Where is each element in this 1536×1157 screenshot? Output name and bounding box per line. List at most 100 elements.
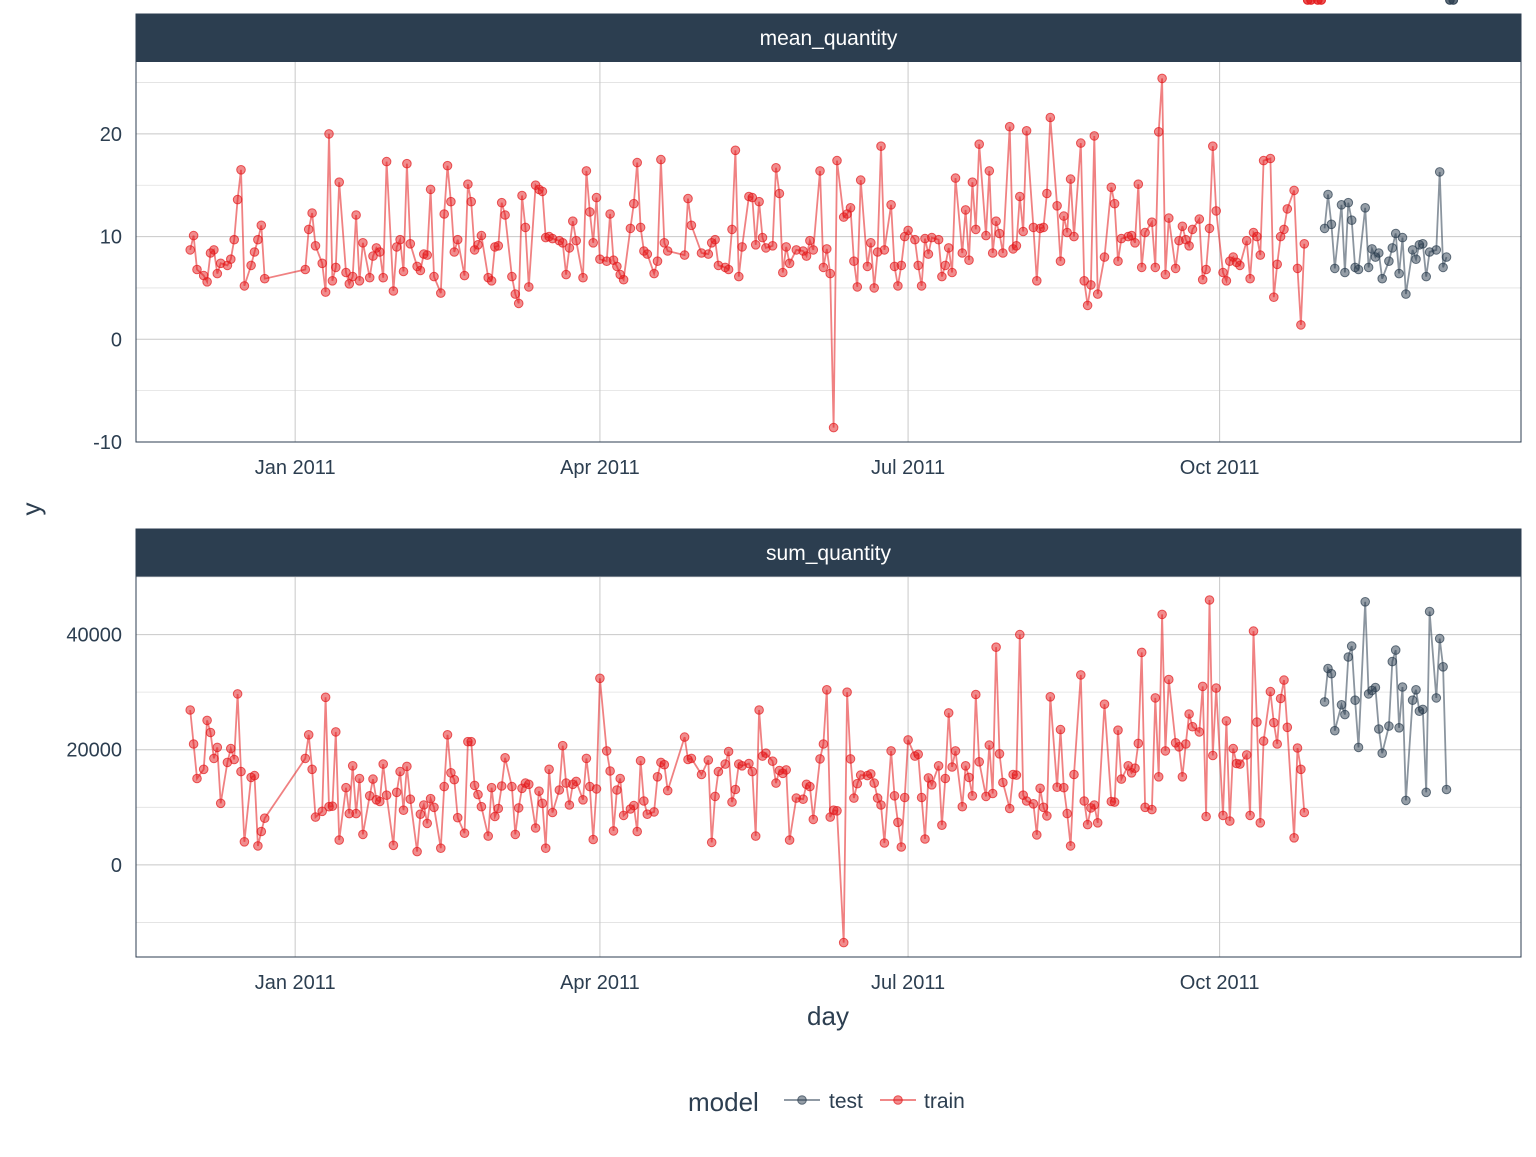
data-point-train [937, 820, 947, 831]
data-point-train [886, 200, 896, 210]
data-point-test [1418, 239, 1428, 249]
data-point-train [259, 813, 270, 824]
data-point-train [544, 764, 554, 775]
data-point-test [1370, 682, 1381, 693]
data-point-train [984, 740, 995, 750]
data-point-train [679, 732, 690, 742]
data-point-train [832, 155, 842, 166]
data-point-test [1431, 245, 1442, 255]
data-point-test [1401, 289, 1411, 299]
data-point-train [1136, 262, 1147, 273]
data-point-train [635, 222, 646, 233]
data-point-train [249, 770, 260, 781]
data-point-train [1079, 796, 1089, 806]
data-point-train [212, 268, 223, 279]
data-point-train [1252, 231, 1262, 242]
data-point-train [605, 209, 615, 219]
data-point-train [774, 188, 785, 199]
data-point-train [1092, 818, 1103, 828]
data-point-train [1194, 727, 1205, 737]
data-point-test [1319, 697, 1330, 707]
data-point-train [845, 754, 856, 764]
data-point-test [1340, 267, 1350, 278]
data-point-train [473, 240, 483, 250]
data-point-train [981, 230, 991, 241]
data-point-train [842, 687, 852, 698]
data-point-train [781, 242, 792, 252]
data-point-train [249, 247, 260, 257]
data-point-train [869, 778, 880, 788]
data-point-test [1407, 245, 1418, 255]
data-point-train [209, 753, 219, 764]
data-point-train [578, 272, 588, 283]
data-point-train [1082, 819, 1093, 830]
data-point-train [798, 794, 808, 805]
data-point-train [642, 249, 653, 259]
data-point-train [354, 773, 365, 784]
data-point-test [1353, 742, 1364, 753]
data-point-train [395, 234, 405, 245]
data-point-train [899, 792, 910, 803]
data-point-test [1360, 597, 1370, 607]
legend-key-point-test [797, 1095, 807, 1105]
data-point-train [683, 193, 693, 204]
panel-sum_quantity: sum_quantity 0 20000 40000 Jan 2011 Apr 2011 J… [66, 0, 1522, 994]
data-point-test [1343, 197, 1354, 208]
data-point-train [659, 238, 670, 248]
data-point-train [703, 249, 714, 259]
data-point-train [1086, 280, 1096, 290]
data-point-train [1028, 799, 1039, 809]
data-point-train [534, 786, 544, 797]
data-point-train [1241, 750, 1252, 760]
data-point-train [1225, 816, 1235, 826]
panel-border [135, 528, 1522, 958]
data-point-test [1346, 215, 1357, 225]
data-point-train [486, 276, 497, 286]
data-point-train [1004, 121, 1015, 132]
data-point-train [710, 791, 720, 802]
data-point-train [1221, 716, 1232, 726]
data-point-train [388, 286, 399, 296]
data-point-train [1204, 223, 1215, 234]
data-point-train [1235, 260, 1245, 271]
data-point-train [483, 831, 494, 841]
data-point-train [334, 835, 345, 845]
data-point-train [1282, 722, 1293, 733]
data-point-train [537, 186, 548, 197]
data-point-train [1055, 256, 1066, 267]
data-point-train [1015, 629, 1025, 640]
data-point-test [1394, 723, 1404, 733]
data-point-train [957, 801, 968, 812]
data-point-train [307, 764, 317, 775]
data-point-train [1106, 182, 1117, 193]
data-point-train [629, 198, 639, 209]
data-point-train [568, 216, 578, 226]
data-point-train [473, 789, 483, 800]
data-point-test [1319, 223, 1330, 234]
data-point-train [1255, 250, 1266, 260]
data-point-train [215, 798, 226, 809]
data-point-train [659, 759, 670, 770]
data-point-train [987, 248, 998, 258]
data-point-train [822, 685, 832, 695]
data-point-train [943, 243, 954, 253]
data-point-train [960, 205, 971, 215]
data-point-train [618, 274, 629, 285]
data-point-train [520, 222, 531, 233]
data-point-train [459, 270, 470, 281]
data-point-train [649, 268, 659, 279]
data-point-train [720, 759, 731, 769]
data-point-train [947, 267, 957, 278]
data-point-test [1390, 228, 1401, 239]
data-point-train [696, 769, 707, 780]
data-point-train [303, 224, 314, 235]
data-point-train [226, 254, 236, 265]
data-point-train [730, 784, 741, 795]
data-point-train [537, 798, 548, 809]
data-point-train [1059, 211, 1069, 221]
data-point-test [1441, 252, 1452, 262]
x-tick-label: Apr 2011 [560, 457, 640, 479]
y-tick-label: 20 [100, 124, 122, 146]
data-point-train [778, 267, 788, 278]
data-point-train [1032, 276, 1042, 286]
